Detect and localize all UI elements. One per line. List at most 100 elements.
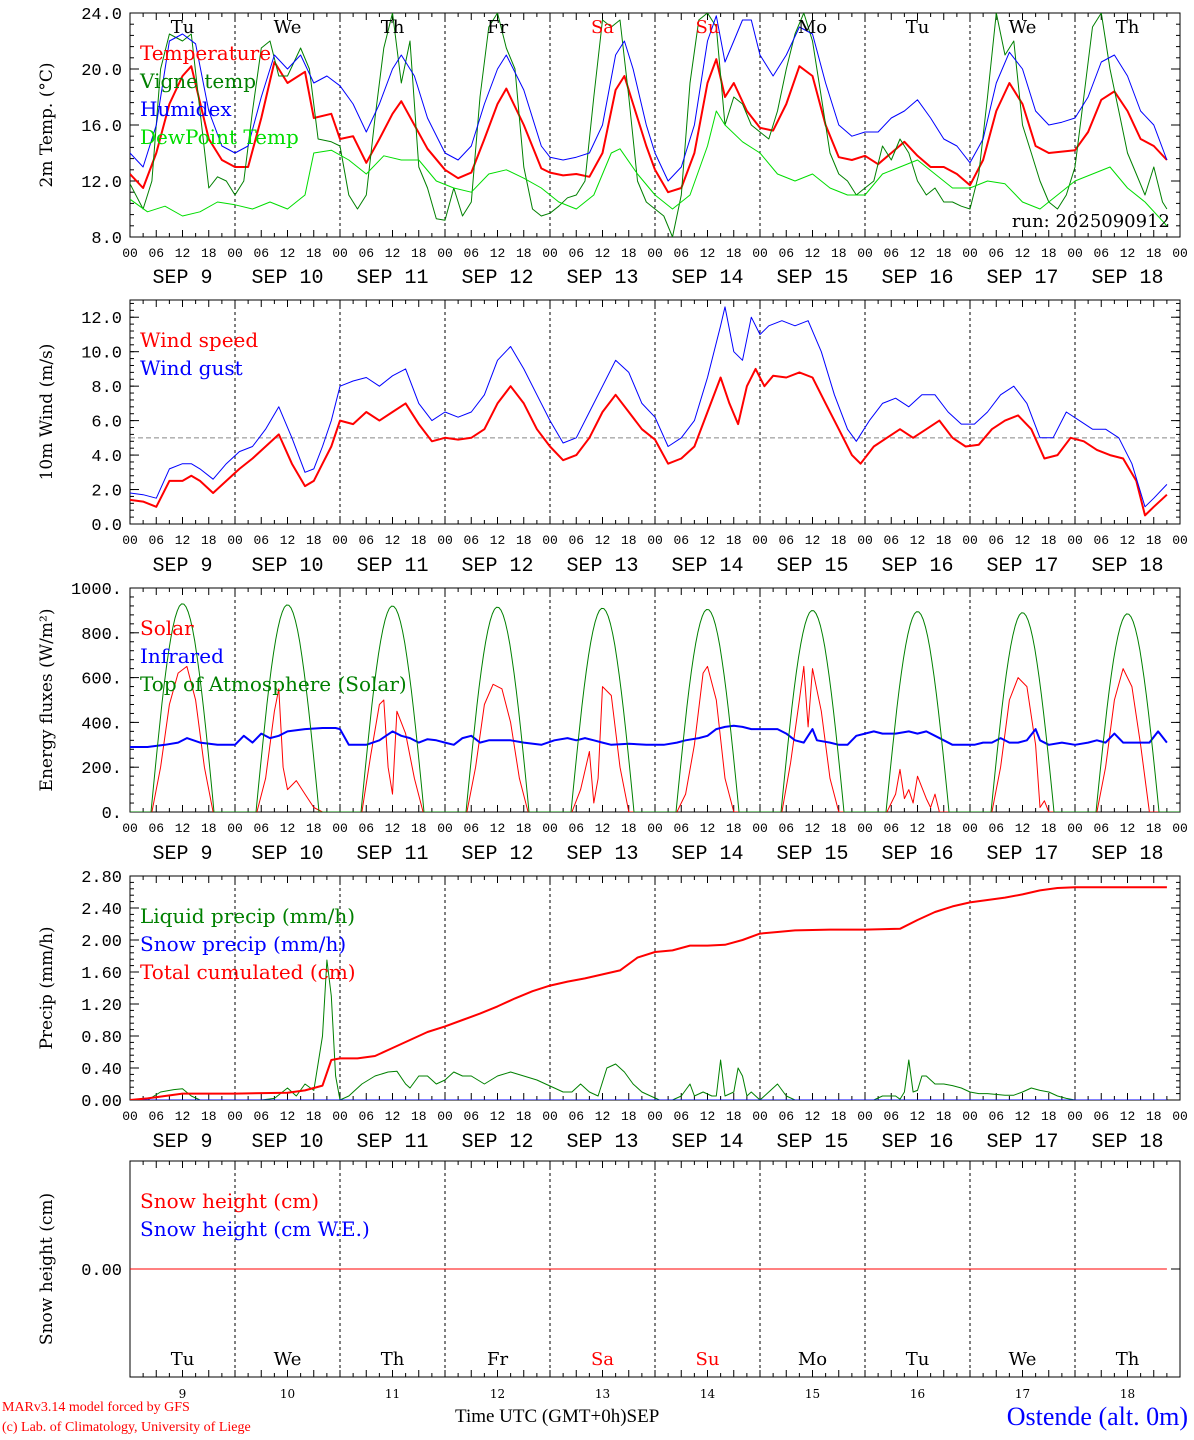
hour-tick-label: 12 bbox=[1015, 533, 1031, 548]
hour-tick-label: 00 bbox=[752, 533, 768, 548]
day-number-label: 18 bbox=[1120, 1387, 1135, 1401]
hour-tick-label: 00 bbox=[227, 246, 243, 261]
series-line-infrared bbox=[130, 724, 1168, 748]
date-label: SEP 15 bbox=[776, 555, 848, 578]
hour-tick-label: 18 bbox=[726, 821, 742, 836]
model-credit: MARv3.14 model forced by GFS bbox=[2, 1400, 190, 1415]
hour-tick-label: 18 bbox=[516, 821, 532, 836]
date-label: SEP 10 bbox=[251, 267, 323, 290]
hour-tick-label: 12 bbox=[910, 246, 926, 261]
y-tick-label: 800. bbox=[81, 626, 122, 645]
date-label: SEP 15 bbox=[776, 843, 848, 866]
y-tick-label: 200. bbox=[81, 760, 122, 779]
panel-frame-energy bbox=[129, 587, 1181, 813]
hour-tick-label: 12 bbox=[175, 821, 191, 836]
hour-tick-label: 00 bbox=[332, 246, 348, 261]
y-tick-label: 600. bbox=[81, 671, 122, 690]
hour-tick-label: 18 bbox=[411, 533, 427, 548]
hour-tick-label: 06 bbox=[568, 246, 584, 261]
hour-tick-label: 00 bbox=[332, 1109, 348, 1124]
legend-entry: Solar bbox=[140, 616, 194, 640]
day-of-week-label: Th bbox=[1116, 17, 1140, 38]
hour-tick-label: 18 bbox=[516, 246, 532, 261]
date-label: SEP 10 bbox=[251, 555, 323, 578]
series-line-top-of-atmosphere-solar- bbox=[130, 603, 1180, 812]
date-label: SEP 12 bbox=[461, 1131, 533, 1154]
hour-tick-label: 12 bbox=[1120, 533, 1136, 548]
hour-tick-label: 12 bbox=[700, 533, 716, 548]
day-of-week-label: Mo bbox=[798, 17, 827, 38]
series-line-liquid-precip-mm-h- bbox=[130, 959, 1167, 1100]
hour-tick-label: 12 bbox=[280, 1109, 296, 1124]
hour-tick-label: 06 bbox=[253, 821, 269, 836]
y-tick-label: 0. bbox=[102, 805, 122, 824]
day-of-week-label: Tu bbox=[171, 17, 195, 38]
hour-tick-label: 00 bbox=[647, 821, 663, 836]
hour-tick-label: 06 bbox=[568, 533, 584, 548]
hour-tick-label: 00 bbox=[962, 1109, 978, 1124]
hour-tick-label: 06 bbox=[253, 1109, 269, 1124]
hour-tick-label: 00 bbox=[752, 1109, 768, 1124]
hour-tick-label: 06 bbox=[463, 246, 479, 261]
hour-tick-label: 18 bbox=[936, 246, 952, 261]
run-label: run: 2025090912 bbox=[1012, 211, 1170, 232]
date-label: SEP 18 bbox=[1091, 843, 1163, 866]
hour-tick-label: 06 bbox=[778, 1109, 794, 1124]
series-line-wind-gust bbox=[130, 306, 1168, 508]
date-label: SEP 17 bbox=[986, 555, 1058, 578]
y-axis-label: Energy fluxes (W/m²) bbox=[37, 609, 57, 792]
day-of-week-label: Tu bbox=[906, 17, 930, 38]
hour-tick-label: 06 bbox=[463, 821, 479, 836]
hour-tick-label: 18 bbox=[1146, 533, 1162, 548]
hour-tick-label: 18 bbox=[936, 821, 952, 836]
day-of-week-label: Th bbox=[381, 1349, 405, 1370]
hour-tick-label: 12 bbox=[805, 821, 821, 836]
hour-tick-label: 06 bbox=[988, 821, 1004, 836]
hour-tick-label: 12 bbox=[175, 246, 191, 261]
hour-tick-label: 06 bbox=[358, 246, 374, 261]
hour-tick-label: 18 bbox=[306, 533, 322, 548]
hour-tick-label: 18 bbox=[831, 1109, 847, 1124]
hour-tick-label: 00 bbox=[542, 533, 558, 548]
legend-entry: Wind speed bbox=[140, 328, 258, 352]
hour-tick-label: 12 bbox=[385, 533, 401, 548]
hour-tick-label: 00 bbox=[647, 533, 663, 548]
hour-tick-label: 06 bbox=[148, 1109, 164, 1124]
hour-tick-label: 00 bbox=[752, 246, 768, 261]
hour-tick-label: 18 bbox=[936, 533, 952, 548]
y-tick-label: 2.80 bbox=[81, 869, 122, 888]
date-label: SEP 14 bbox=[671, 1131, 743, 1154]
y-tick-label: 0.40 bbox=[81, 1061, 122, 1080]
hour-tick-label: 12 bbox=[490, 533, 506, 548]
hour-tick-label: 18 bbox=[516, 1109, 532, 1124]
date-label: SEP 10 bbox=[251, 1131, 323, 1154]
hour-tick-label: 18 bbox=[621, 246, 637, 261]
y-tick-label: 0.00 bbox=[81, 1262, 122, 1281]
day-of-week-label: We bbox=[1009, 17, 1037, 38]
date-label: SEP 9 bbox=[152, 843, 212, 866]
date-label: SEP 18 bbox=[1091, 1131, 1163, 1154]
y-tick-label: 2.40 bbox=[81, 901, 122, 920]
hour-tick-label: 06 bbox=[253, 246, 269, 261]
hour-tick-label: 00 bbox=[122, 246, 138, 261]
y-tick-label: 6.0 bbox=[91, 414, 122, 433]
hour-tick-label: 00 bbox=[542, 246, 558, 261]
series-line-humidex bbox=[130, 15, 1168, 182]
hour-tick-label: 06 bbox=[568, 1109, 584, 1124]
hour-tick-label: 18 bbox=[936, 1109, 952, 1124]
hour-tick-label: 18 bbox=[1041, 1109, 1057, 1124]
legend-entry: Infrared bbox=[140, 644, 224, 668]
hour-tick-label: 00 bbox=[437, 821, 453, 836]
date-label: SEP 11 bbox=[356, 1131, 428, 1154]
hour-tick-label: 12 bbox=[385, 821, 401, 836]
date-label: SEP 15 bbox=[776, 267, 848, 290]
hour-tick-label: 06 bbox=[778, 533, 794, 548]
hour-tick-label: 06 bbox=[148, 821, 164, 836]
legend-entry: Liquid precip (mm/h) bbox=[140, 904, 355, 928]
hour-tick-label: 18 bbox=[831, 246, 847, 261]
y-tick-label: 24.0 bbox=[81, 6, 122, 25]
day-of-week-label: Tu bbox=[906, 1349, 930, 1370]
hour-tick-label: 06 bbox=[673, 533, 689, 548]
hour-tick-label: 06 bbox=[358, 821, 374, 836]
